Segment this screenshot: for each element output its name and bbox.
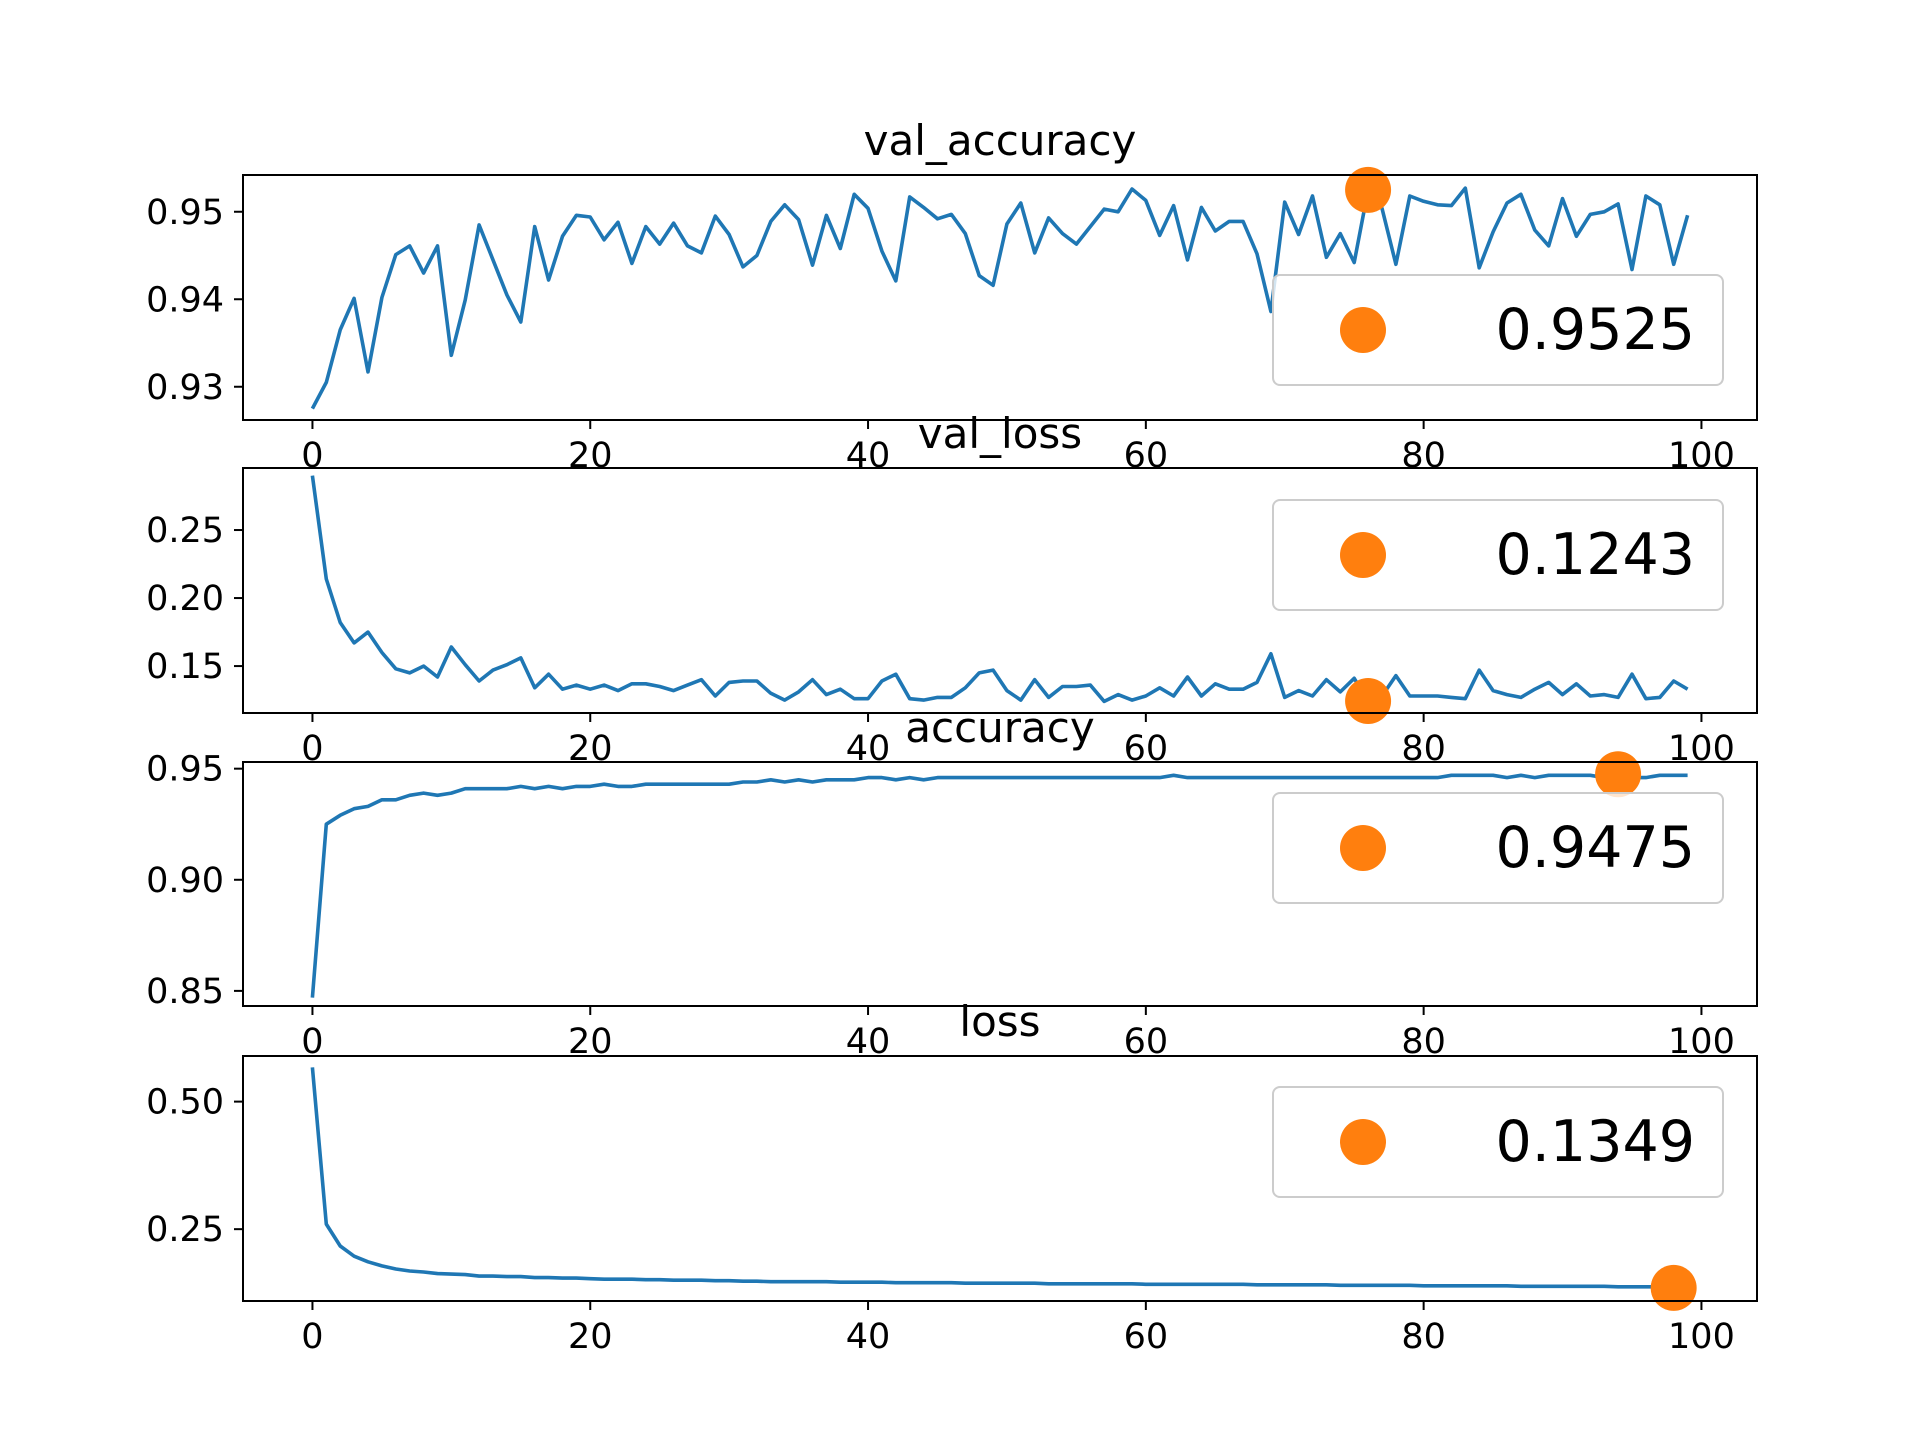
legend: 0.1349 [1272, 1086, 1724, 1198]
legend: 0.9475 [1272, 792, 1724, 904]
axes-frame [242, 761, 1758, 1007]
legend-label: 0.9525 [1496, 297, 1695, 363]
legend-label: 0.1243 [1496, 522, 1695, 588]
legend-box [1272, 499, 1724, 611]
x-tick-label: 40 [846, 1317, 891, 1357]
x-tick-label: 20 [568, 436, 613, 476]
y-tick-label: 0.95 [146, 193, 224, 233]
legend-box [1272, 274, 1724, 386]
y-tick-label: 0.25 [146, 511, 224, 551]
y-tick-label: 0.95 [146, 750, 224, 790]
axes-frame [242, 1055, 1758, 1302]
y-tick-label: 0.85 [146, 972, 224, 1012]
subplot-title: val_accuracy [864, 116, 1137, 165]
best-value-marker [1345, 166, 1392, 213]
x-tick-label: 60 [1124, 1317, 1169, 1357]
series-line [310, 186, 1690, 410]
subplot-title: accuracy [905, 703, 1095, 752]
legend-label: 0.9475 [1496, 815, 1695, 881]
legend-marker [1340, 1119, 1386, 1165]
legend-box [1272, 792, 1724, 904]
x-tick-label: 0 [301, 1022, 323, 1062]
subplot-title: val_loss [918, 409, 1082, 458]
y-tick-label: 0.15 [146, 647, 224, 687]
legend: 0.9525 [1272, 274, 1724, 386]
subplot-title: loss [959, 997, 1040, 1046]
y-tick-label: 0.50 [146, 1083, 224, 1123]
x-tick-label: 100 [1668, 436, 1735, 476]
x-tick-label: 0 [301, 1317, 323, 1357]
axes-frame [242, 174, 1758, 421]
legend-marker [1340, 825, 1386, 871]
best-value-marker [1650, 1264, 1697, 1311]
axes-frame [242, 467, 1758, 714]
legend-label: 0.1349 [1496, 1109, 1695, 1175]
series-line [310, 475, 1689, 704]
subplot-loss: 0 20 40 60 80 100 0.25 0.50 loss 0.1349 [146, 997, 1758, 1357]
series-line [310, 1067, 1688, 1290]
best-value-marker [1595, 751, 1642, 798]
subplot-val-accuracy: 0 20 40 60 80 100 0.93 0.94 0.95 val_accuracy 0.95… [146, 116, 1758, 476]
subplot-val-loss: 0 20 40 60 80 100 0.15 0.20 0.25 val_loss 0.1243 [146, 409, 1758, 769]
y-tick-label: 0.94 [146, 280, 224, 320]
y-tick-label: 0.20 [146, 579, 224, 619]
x-tick-label: 20 [568, 1317, 613, 1357]
legend-box [1272, 1086, 1724, 1198]
y-tick-label: 0.93 [146, 368, 224, 408]
x-tick-label: 80 [1401, 1317, 1446, 1357]
best-value-marker [1345, 678, 1392, 725]
y-tick-label: 0.90 [146, 861, 224, 901]
x-tick-label: 40 [846, 436, 891, 476]
x-tick-label: 80 [1401, 436, 1446, 476]
y-tick-label: 0.25 [146, 1210, 224, 1250]
legend: 0.1243 [1272, 499, 1724, 611]
legend-marker [1340, 307, 1386, 353]
x-tick-label: 60 [1124, 436, 1169, 476]
x-tick-label: 0 [301, 436, 323, 476]
x-tick-label: 100 [1668, 1317, 1735, 1357]
series-line [310, 773, 1688, 998]
x-tick-label: 0 [301, 729, 323, 769]
legend-marker [1340, 532, 1386, 578]
